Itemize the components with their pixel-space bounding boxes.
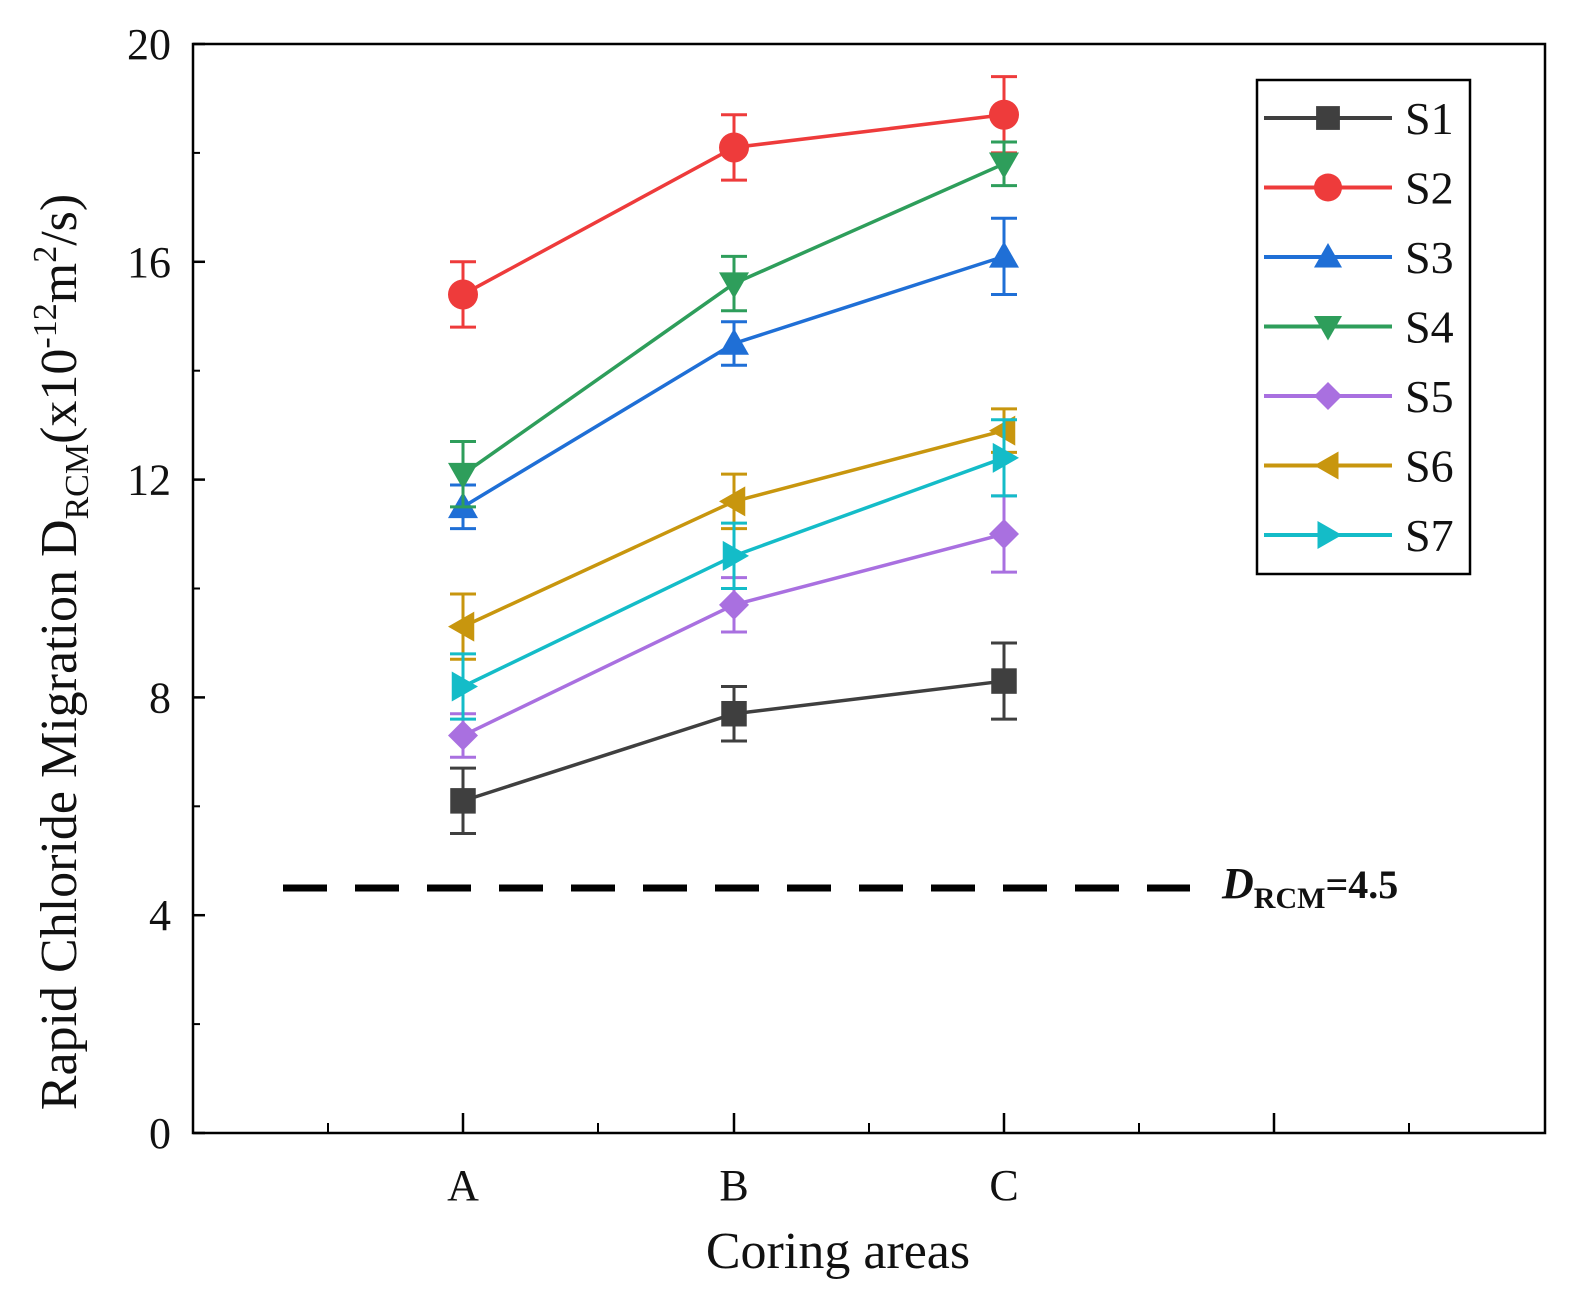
data-point [721, 700, 747, 727]
x-tick-label: B [719, 1161, 748, 1210]
x-tick-label: A [447, 1161, 479, 1210]
legend-label: S1 [1405, 93, 1454, 144]
legend-item-s5: S5 [1264, 371, 1454, 422]
x-axis: A B C [327, 1113, 1410, 1210]
x-tick-label: C [989, 1161, 1018, 1210]
y-axis-title-exponent: -12 [27, 303, 64, 348]
legend-item-s4: S4 [1264, 302, 1454, 353]
legend-item-s1: S1 [1264, 93, 1454, 144]
data-point [719, 328, 749, 355]
series-s5 [448, 494, 1019, 759]
legend: S1 S2 S3 S4 S5 S6 S7 [1255, 78, 1472, 576]
reference-line-label: DRCM=4.5 [1221, 859, 1398, 915]
legend-item-s7: S7 [1264, 510, 1454, 561]
data-point [992, 442, 1019, 473]
x-axis-title: Coring areas [706, 1223, 970, 1280]
y-tick-label: 0 [149, 1109, 171, 1158]
data-point [448, 720, 478, 751]
data-point [451, 671, 478, 702]
legend-label: S4 [1405, 302, 1454, 353]
y-axis-title-squared: 2 [27, 246, 64, 263]
legend-label: S5 [1405, 371, 1454, 422]
legend-item-s3: S3 [1264, 232, 1454, 283]
legend-item-s6: S6 [1264, 441, 1454, 492]
data-point [991, 668, 1017, 694]
legend-label: S2 [1405, 163, 1454, 214]
series-s4 [448, 140, 1019, 509]
data-point [719, 272, 749, 299]
legend-marker [1314, 316, 1342, 341]
legend-item-s2: S2 [1264, 163, 1454, 214]
legend-marker [1316, 106, 1340, 130]
y-axis: 0 4 8 12 16 20 [127, 20, 205, 1158]
y-axis-title-unit-close: /s) [31, 194, 88, 246]
series-s1 [450, 641, 1017, 836]
reference-line-value: =4.5 [1325, 862, 1398, 907]
data-point [719, 132, 749, 163]
data-point [450, 788, 476, 814]
y-tick-label: 16 [127, 238, 171, 287]
data-point [722, 540, 749, 571]
legend-marker [1314, 243, 1342, 268]
legend-marker [1317, 521, 1342, 549]
y-axis-title-prefix: Rapid Chloride Migration D [31, 519, 88, 1110]
y-tick-label: 12 [127, 456, 171, 505]
legend-marker [1314, 173, 1342, 202]
y-tick-label: 4 [149, 891, 171, 940]
y-axis-title-unit-open: (x10 [31, 349, 88, 444]
legend-label: S3 [1405, 232, 1454, 283]
legend-label: S6 [1405, 441, 1454, 492]
data-point [989, 415, 1016, 446]
data-point [719, 589, 749, 620]
data-point [989, 519, 1019, 550]
data-point [448, 462, 478, 490]
data-point [989, 99, 1019, 130]
legend-marker [1314, 382, 1342, 410]
reference-line-subscript: RCM [1254, 882, 1326, 915]
legend-marker [1314, 451, 1339, 480]
series-layer [448, 75, 1019, 836]
series-s6 [448, 407, 1017, 661]
data-point [448, 611, 475, 642]
y-axis-title: Rapid Chloride Migration DRCM(x10-12m2/s… [27, 194, 96, 1110]
y-axis-title-subscript: RCM [59, 444, 96, 520]
y-tick-label: 20 [127, 20, 171, 69]
y-tick-label: 8 [149, 673, 171, 722]
series-s2 [448, 75, 1019, 329]
y-axis-title-unit-mid: m [31, 263, 88, 303]
data-point [719, 486, 746, 517]
series-line [461, 162, 1005, 476]
data-point [989, 241, 1019, 268]
legend-items: S1 S2 S3 S4 S5 S6 S7 [1264, 93, 1454, 561]
data-point [989, 152, 1019, 179]
reference-line-symbol: D [1221, 859, 1254, 908]
series-s7 [450, 418, 1019, 721]
legend-label: S7 [1405, 510, 1454, 561]
data-point [448, 279, 478, 310]
